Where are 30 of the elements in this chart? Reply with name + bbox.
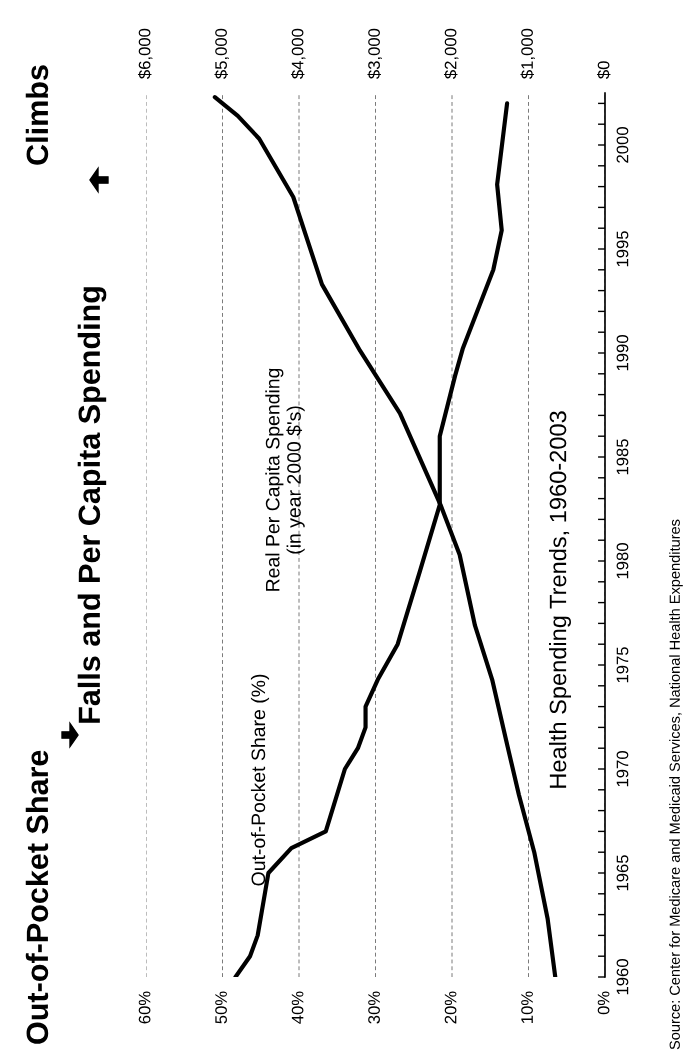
text: Real Per Capita Spending (in year 2000 $'s) [265, 368, 305, 591]
source-note: Source: Center for Medicare and Medicaid Services, National Health Expenditures [669, 519, 683, 1050]
y-tick-label: 1985 [616, 439, 629, 475]
x-tick-label: 40% [291, 991, 304, 1024]
x-tick-label: 30% [368, 991, 380, 1024]
x2-tick-label: $2,000 [443, 28, 459, 79]
y-tick-label: 1965 [616, 855, 629, 891]
y-tick-label: 1990 [616, 335, 629, 371]
text: Out-of-Pocket Share (%) [250, 674, 270, 886]
text: Climbs [25, 65, 49, 165]
y-tick-label: 1975 [616, 647, 629, 683]
x-tick-label: 60% [138, 991, 151, 1024]
x2-tick-label: $1,000 [520, 28, 535, 79]
y-tick-label: 1980 [616, 543, 629, 579]
x-tick-label: 10% [521, 991, 533, 1023]
y-tick-label: 1995 [616, 231, 629, 267]
y-tick-label: 1960 [616, 959, 629, 995]
x2-tick-label: $5,000 [214, 28, 229, 79]
x-tick-label: 50% [215, 991, 227, 1024]
text: Falls and Per Capita Spending [77, 287, 107, 723]
x2-tick-label: $3,000 [367, 28, 382, 79]
x-tick-label: 0% [597, 991, 610, 1015]
y-tick-label: 1970 [616, 751, 629, 787]
x2-tick-label: $0 [596, 61, 611, 79]
x-tick-label: 20% [444, 991, 457, 1024]
text: Out-of-Pocket Share [25, 750, 49, 1044]
x2-tick-label: $4,000 [290, 28, 306, 79]
x2-tick-label: $6,000 [137, 28, 153, 79]
y-tick-label: 2000 [616, 127, 629, 163]
annotation: Health Spending Trends, 1960-2003 [548, 411, 572, 788]
